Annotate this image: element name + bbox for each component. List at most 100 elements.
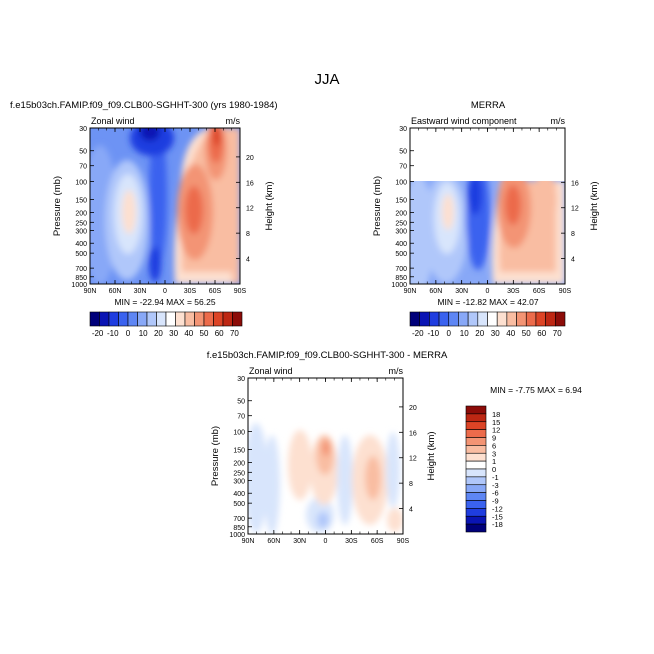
diff-colorbar-swatch	[465, 523, 487, 533]
model-y2tick-label: 16	[246, 180, 254, 187]
obs-colorbar-swatch	[458, 311, 469, 327]
diff-ytick-label: 30	[237, 376, 245, 383]
obs-polar-warm	[533, 172, 557, 228]
diff-colorbar-label: -18	[492, 520, 503, 529]
diff-ytick-label: 500	[233, 501, 245, 508]
model-colorbar-swatch	[89, 311, 100, 327]
diff-polar-surface-pos	[387, 508, 403, 532]
obs-colorbar-swatch	[487, 311, 498, 327]
model-colorbar-swatch	[203, 311, 214, 327]
diff-colorbar-swatch	[465, 445, 487, 454]
model-colorbar-label: 20	[154, 329, 163, 338]
figure-title: JJA	[314, 71, 339, 88]
obs-ytick-label: 850	[395, 275, 407, 282]
obs-colorbar: -20 -10 0 10 20 30 40 50 60 70	[409, 311, 566, 338]
model-colorbar-swatch	[156, 311, 167, 327]
model-ytick-label: 700	[75, 266, 87, 273]
diff-ytick-label: 70	[237, 414, 245, 421]
model-strat-easterly-core	[140, 128, 160, 141]
model-y2label: Height (km)	[264, 181, 275, 230]
model-colorbar-swatch	[222, 311, 233, 327]
diff-colorbar-swatch	[465, 476, 487, 486]
diff-y2tick-label: 12	[409, 456, 417, 463]
diff-ytick-label: 100	[233, 430, 245, 437]
obs-field	[410, 128, 565, 284]
diff-nh-mid-neg	[264, 435, 280, 534]
diff-field	[248, 423, 403, 534]
diff-colorbar-swatch	[465, 484, 487, 493]
diff-y2label: Height (km)	[426, 431, 437, 480]
diff-y2tick-label: 20	[409, 405, 417, 412]
model-colorbar-swatch	[165, 311, 176, 327]
model-y2tick-label: 20	[246, 155, 254, 162]
model-colorbar-swatch	[146, 311, 157, 327]
model-colorbar-label: -10	[107, 329, 119, 338]
model-colorbar-swatch	[108, 311, 119, 327]
model-field	[90, 128, 240, 284]
diff-panel-title: f.e15b03ch.FAMIP.f09_f09.CLB00-SGHHT-300…	[207, 350, 448, 361]
obs-nh-jet-core	[442, 194, 454, 230]
diff-colorbar-label: 9	[492, 434, 496, 443]
obs-colorbar-label: 10	[460, 329, 469, 338]
obs-y2tick-label: 16	[571, 180, 579, 187]
diff-ytick-label: 200	[233, 460, 245, 467]
model-colorbar-swatch	[175, 311, 186, 327]
model-ytick-label: 850	[75, 275, 87, 282]
model-colorbar-swatch	[213, 311, 224, 327]
model-nh-jet-core	[122, 190, 136, 234]
model-colorbar-label: 0	[126, 329, 131, 338]
obs-xtick-label: 90N	[404, 288, 417, 295]
model-y2tick-label: 8	[246, 231, 250, 238]
model-stats: MIN = -22.94 MAX = 56.25	[114, 297, 215, 307]
diff-panel: 3050701001502002503004005007008501000481…	[210, 366, 582, 545]
model-panel: 3050701001502002503004005007008501000481…	[52, 116, 275, 307]
diff-colorbar-label: -1	[492, 473, 499, 482]
model-colorbar-swatch	[232, 311, 243, 327]
obs-y2tick-label: 8	[571, 231, 575, 238]
diff-ytick-label: 1000	[229, 532, 245, 539]
obs-xtick-label: 30N	[455, 288, 468, 295]
obs-stats: MIN = -12.82 MAX = 42.07	[437, 297, 538, 307]
model-colorbar-swatch	[194, 311, 205, 327]
model-ytick-label: 70	[79, 164, 87, 171]
model-colorbar-label: 50	[200, 329, 209, 338]
obs-colorbar-swatch	[506, 311, 517, 327]
diff-subtropic-pos	[288, 430, 312, 500]
diff-equatorial-pos-core	[322, 440, 330, 456]
obs-colorbar-swatch	[438, 311, 450, 327]
diff-colorbar-swatch	[465, 508, 487, 517]
obs-xtick-label: 0	[486, 288, 490, 295]
obs-colorbar-swatch	[516, 311, 527, 327]
obs-xtick-label: 90S	[559, 288, 572, 295]
diff-nh-west-neg	[248, 423, 268, 533]
model-units: m/s	[226, 116, 241, 126]
diff-xtick-label: 30N	[293, 538, 306, 545]
diff-ytick-label: 250	[233, 470, 245, 477]
diff-lower-neg-core	[317, 512, 329, 528]
obs-colorbar-swatch	[448, 311, 459, 327]
model-low-easterly	[149, 246, 161, 282]
obs-colorbar-swatch	[419, 311, 430, 327]
diff-colorbar-label: 18	[492, 410, 500, 419]
diff-xtick-label: 60N	[267, 538, 280, 545]
model-ytick-label: 200	[75, 210, 87, 217]
obs-colorbar-label: 40	[506, 329, 515, 338]
model-ytick-label: 300	[75, 228, 87, 235]
obs-ytick-label: 700	[395, 266, 407, 273]
model-ytick-label: 100	[75, 180, 87, 187]
model-y2tick-label: 12	[246, 206, 254, 213]
obs-colorbar-swatch	[429, 311, 440, 327]
model-colorbar-label: -20	[92, 329, 104, 338]
obs-colorbar-swatch	[496, 311, 508, 327]
diff-colorbar-swatch	[465, 492, 487, 501]
obs-y2tick-label: 4	[571, 257, 575, 264]
diff-stats: MIN = -7.75 MAX = 6.94	[490, 385, 582, 395]
model-polar-jet-core	[213, 128, 221, 146]
obs-sh-jet-core	[505, 185, 521, 225]
model-antarctic-edge	[232, 128, 240, 284]
diff-ylabel: Pressure (mb)	[210, 426, 221, 486]
diff-colorbar-label: -9	[492, 497, 499, 506]
diff-xtick-label: 60S	[371, 538, 384, 545]
obs-ytick-label: 70	[399, 164, 407, 171]
